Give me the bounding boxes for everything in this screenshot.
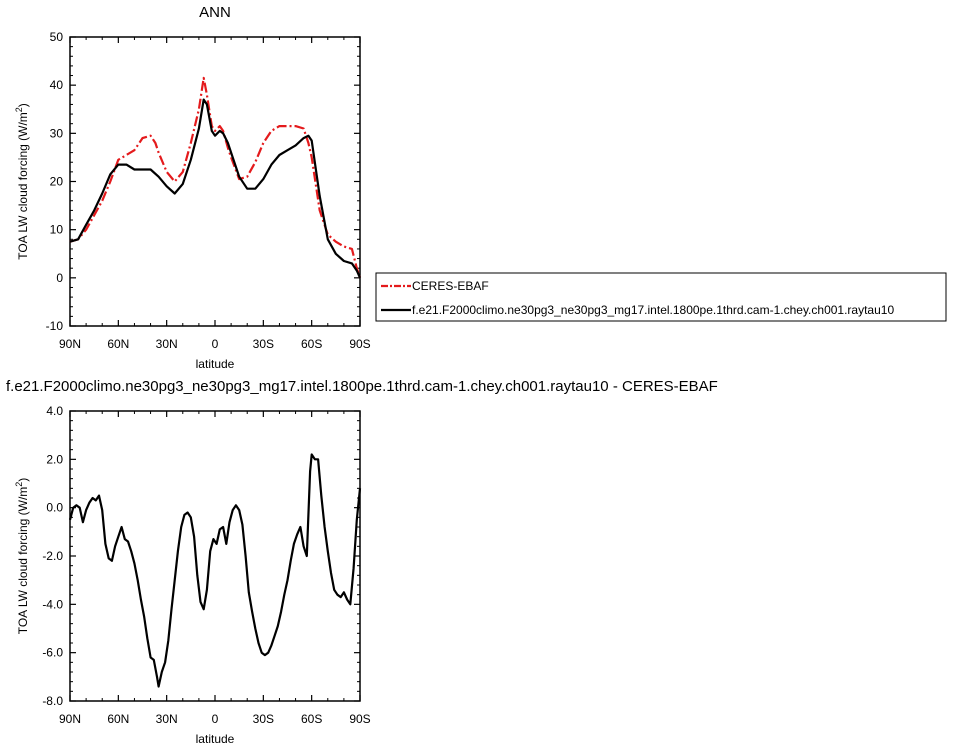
top-x-tick-label: 60N [107, 337, 129, 351]
top-x-tick-label: 90S [349, 337, 370, 351]
bottom-x-axis-label: latitude [196, 732, 235, 746]
bottom-y-tick-label: -8.0 [42, 694, 63, 708]
top-x-tick-label: 0 [212, 337, 219, 351]
top-x-tick-label: 30N [156, 337, 178, 351]
bottom-y-tick-label: -4.0 [42, 597, 63, 611]
top-y-tick-label: 10 [50, 223, 64, 237]
bottom-y-tick-label: -2.0 [42, 549, 63, 563]
bottom-y-axis-label-close: ) [16, 478, 30, 482]
bottom-series-line-0 [68, 453, 362, 688]
top-y-axis-label-superscript: 2 [14, 107, 24, 112]
top-chart-title: ANN [199, 4, 231, 21]
bottom-y-axis-label: TOA LW cloud forcing (W/m2) [14, 478, 30, 635]
top-x-tick-label: 30S [253, 337, 274, 351]
legend-box [375, 272, 947, 322]
bottom-x-tick-label: 30N [156, 712, 178, 726]
top-series-line-1 [69, 98, 362, 279]
top-y-axis-label-close: ) [16, 103, 30, 107]
top-y-axis-label-text: TOA LW cloud forcing (W/m [16, 112, 30, 260]
bottom-chart-title: f.e21.F2000climo.ne30pg3_ne30pg3_mg17.in… [6, 378, 718, 395]
bottom-x-tick-label: 60S [301, 712, 322, 726]
legend: CERES-EBAF f.e21.F2000climo.ne30pg3_ne30p… [375, 272, 947, 322]
bottom-x-tick-label: 90S [349, 712, 370, 726]
bottom-x-tick-label: 60N [107, 712, 129, 726]
top-chart: ANN 50 40 30 20 10 0 -10 90N 60N 30N 0 30S 60S 90S lati… [14, 4, 947, 371]
top-y-tick-label: 20 [50, 175, 64, 189]
bottom-y-tick-label: 4.0 [46, 404, 63, 418]
top-series-line-0 [69, 76, 362, 279]
top-y-tick-label: 50 [50, 30, 64, 44]
bottom-y-axis-label-superscript: 2 [14, 482, 24, 487]
legend-label-1: f.e21.F2000climo.ne30pg3_ne30pg3_mg17.in… [412, 303, 894, 317]
bottom-y-axis-label-text: TOA LW cloud forcing (W/m [16, 487, 30, 635]
bottom-x-tick-label: 90N [59, 712, 81, 726]
bottom-y-tick-label: 2.0 [46, 452, 63, 466]
bottom-y-tick-label: 0.0 [46, 501, 63, 515]
bottom-x-tick-label: 30S [253, 712, 274, 726]
top-y-tick-label: -10 [46, 319, 64, 333]
bottom-x-tick-label: 0 [212, 712, 219, 726]
bottom-chart: f.e21.F2000climo.ne30pg3_ne30pg3_mg17.in… [6, 378, 718, 746]
top-y-tick-label: 0 [56, 271, 63, 285]
top-x-tick-label: 90N [59, 337, 81, 351]
top-x-axis-label: latitude [196, 357, 235, 371]
top-y-tick-label: 30 [50, 126, 64, 140]
top-y-axis-label: TOA LW cloud forcing (W/m2) [14, 103, 30, 260]
bottom-y-tick-label: -6.0 [42, 646, 63, 660]
top-y-tick-label: 40 [50, 78, 64, 92]
legend-label-0: CERES-EBAF [412, 279, 489, 293]
top-x-tick-label: 60S [301, 337, 322, 351]
